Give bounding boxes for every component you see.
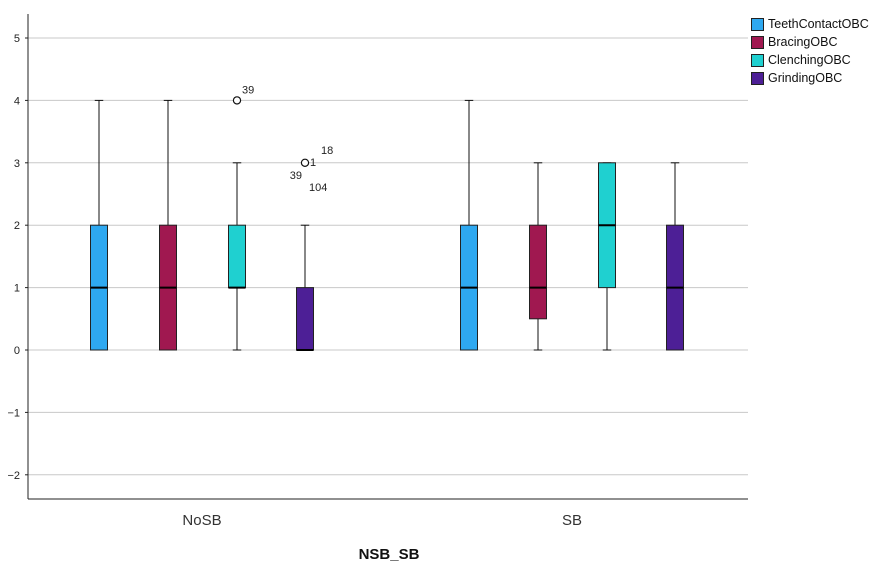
gridlines xyxy=(28,37,748,476)
legend-swatch xyxy=(751,35,764,49)
outlier-point xyxy=(300,158,310,167)
box-GrindingOBC xyxy=(296,287,314,351)
legend-item: GrindingOBC xyxy=(751,70,869,86)
legend-label: ClenchingOBC xyxy=(768,53,851,67)
x-category-label: SB xyxy=(562,512,582,529)
outlier-point xyxy=(232,96,242,105)
legend-label: GrindingOBC xyxy=(768,71,843,85)
box-layer xyxy=(90,96,684,351)
legend-item: TeethContactOBC xyxy=(751,16,869,32)
legend: TeethContactOBC BracingOBC ClenchingOBC Gri… xyxy=(751,16,869,88)
legend-label: TeethContactOBC xyxy=(768,17,869,31)
legend-swatch xyxy=(751,17,764,31)
y-tick-label: 5 xyxy=(14,33,20,45)
legend-swatch xyxy=(751,53,764,67)
tick-labels: −2 −1 0 1 2 3 4 5 NoSB SB 39 18 1 39 104 xyxy=(7,33,582,529)
y-tick-label: −1 xyxy=(7,407,20,419)
outlier-label: 1 xyxy=(310,157,316,169)
box-ClenchingOBC xyxy=(228,224,246,289)
x-axis-title: NSB_SB xyxy=(359,546,420,562)
legend-item: BracingOBC xyxy=(751,34,869,50)
y-tick-label: 3 xyxy=(14,158,20,170)
axes xyxy=(27,14,748,500)
y-tick-label: 1 xyxy=(14,283,20,295)
legend-label: BracingOBC xyxy=(768,35,838,49)
y-tick-label: 2 xyxy=(14,220,20,232)
y-tick-label: 0 xyxy=(14,345,20,357)
box-BracingOBC xyxy=(529,224,547,320)
y-tick-label: −2 xyxy=(7,470,20,482)
outlier-label: 39 xyxy=(290,170,302,182)
legend-swatch xyxy=(751,71,764,85)
outlier-label: 104 xyxy=(309,182,327,194)
outlier-label: 39 xyxy=(242,84,254,96)
legend-item: ClenchingOBC xyxy=(751,52,869,68)
y-tick-label: 4 xyxy=(14,95,20,107)
outlier-label: 18 xyxy=(321,145,333,157)
x-category-label: NoSB xyxy=(182,512,221,529)
